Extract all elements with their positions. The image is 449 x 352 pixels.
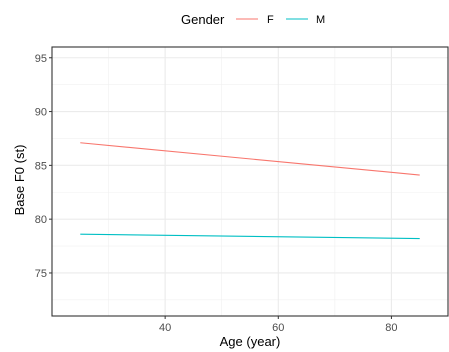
y-tick-label: 75 — [35, 268, 47, 280]
legend-label-m: M — [316, 14, 325, 26]
series-line-f — [80, 142, 420, 176]
series-line-m — [80, 233, 420, 240]
y-tick-label: 95 — [35, 53, 47, 65]
y-tick-label: 85 — [35, 160, 47, 172]
plot-border — [51, 46, 449, 317]
plot-area: 40 60 80 75 80 85 90 95 — [35, 46, 449, 334]
plot-background — [52, 47, 448, 316]
legend: Gender F M — [181, 12, 325, 27]
x-tick-label: 40 — [159, 322, 171, 334]
x-tick-label: 80 — [385, 322, 397, 334]
x-tick-label: 60 — [272, 322, 284, 334]
y-tick-label: 80 — [35, 214, 47, 226]
legend-label-f: F — [267, 14, 274, 26]
x-axis-title: Age (year) — [220, 334, 281, 349]
y-tick-label: 90 — [35, 107, 47, 119]
legend-title: Gender — [181, 12, 225, 27]
y-axis-title: Base F0 (st) — [12, 145, 27, 216]
